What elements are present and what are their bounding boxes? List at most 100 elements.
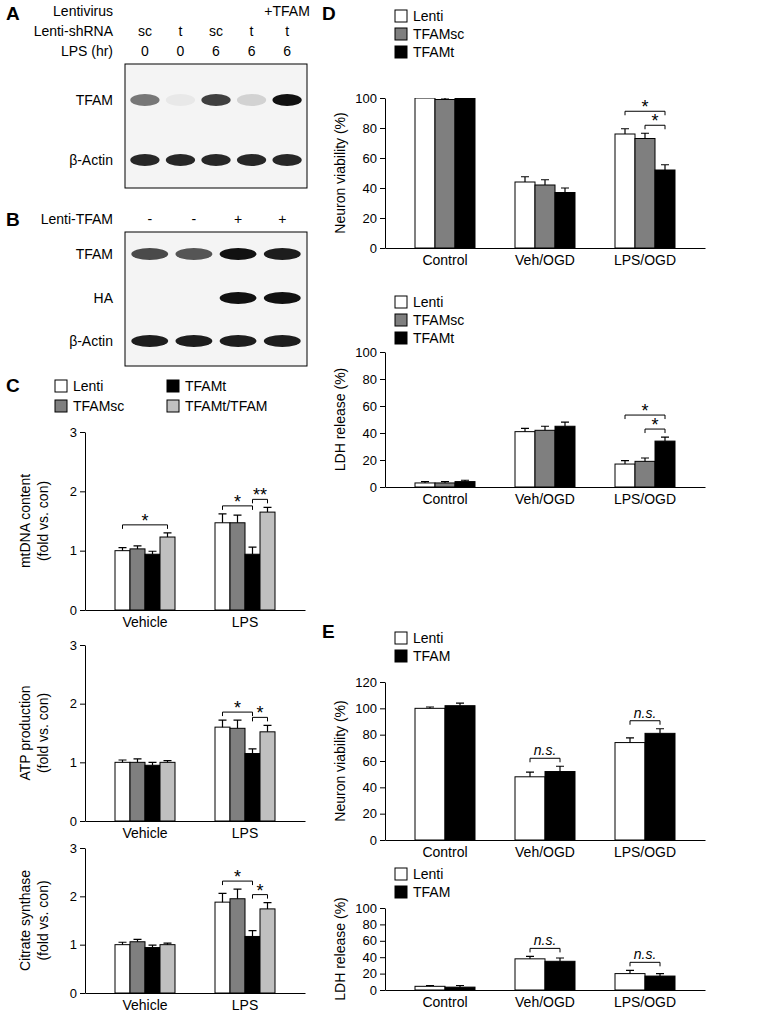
y-tick: 100 (355, 345, 385, 360)
error-bar (661, 437, 669, 441)
legend-swatch (395, 332, 407, 344)
y-axis-line (385, 909, 386, 991)
blot-lane-label: t (179, 23, 183, 39)
bar (130, 549, 145, 610)
y-tick-mark (380, 406, 385, 407)
x-axis-line (86, 993, 306, 994)
y-tick-label: 2 (70, 484, 77, 499)
y-tick: 3 (70, 841, 85, 856)
legend: LentiTFAM (395, 866, 450, 900)
x-tick: Vehicle (122, 610, 167, 630)
y-axis-line (385, 99, 386, 249)
y-axis-line (385, 353, 386, 488)
blot-band (166, 154, 195, 166)
x-tick-label: LPS/OGD (614, 844, 676, 860)
error-bar (621, 461, 629, 464)
y-tick: 100 (355, 91, 385, 106)
significance-label: n.s. (534, 932, 557, 948)
y-axis: 0123 (70, 841, 86, 1001)
blot-header-label: Lenti-TFAM (41, 211, 113, 227)
error-bar (164, 533, 172, 537)
x-tick-label: Veh/OGD (515, 491, 575, 507)
legend-label: TFAMt (413, 330, 454, 346)
panel-label: E (322, 621, 335, 642)
x-axis-line (386, 840, 706, 841)
x-tick: LPS/OGD (614, 487, 676, 507)
y-tick-mark (80, 704, 85, 705)
y-tick-mark (380, 990, 385, 991)
x-axis: VehicleLPS (86, 821, 306, 841)
blot-frame (125, 232, 307, 366)
y-tick-mark (380, 974, 385, 975)
y-axis-title: (fold vs. con) (35, 880, 51, 960)
y-tick-label: 100 (355, 701, 377, 716)
y-tick-label: 1 (70, 937, 77, 952)
y-tick: 0 (370, 833, 385, 848)
x-axis: ControlVeh/OGDLPS/OGD (386, 487, 706, 507)
y-axis: 020406080100 (355, 91, 385, 256)
plot-area (115, 507, 275, 610)
y-tick: 80 (363, 917, 385, 932)
blot-band (264, 248, 301, 260)
bar (145, 948, 160, 993)
blot-lane-label: t (250, 23, 254, 39)
y-axis-title: ATP production (17, 685, 33, 780)
y-tick-label: 0 (370, 241, 377, 256)
plot-area (415, 703, 675, 840)
y-tick-label: 0 (70, 986, 77, 1001)
y-tick: 40 (363, 950, 385, 965)
y-tick-label: 1 (70, 755, 77, 770)
error-bar (234, 720, 242, 728)
x-tick: Vehicle (122, 993, 167, 1013)
bar (115, 551, 130, 610)
x-tick-label: Veh/OGD (515, 252, 575, 268)
legend: LentiTFAMscTFAMtTFAMt/TFAM (55, 378, 267, 414)
legend-swatch (395, 650, 407, 662)
significance-label: * (641, 401, 648, 421)
y-axis-line (85, 433, 86, 611)
error-bar (641, 458, 649, 461)
y-tick: 3 (70, 638, 85, 653)
blot-lane-label: + (278, 211, 286, 227)
x-tick: LPS/OGD (614, 840, 676, 860)
y-axis: 0123 (70, 638, 86, 829)
legend-item: Lenti (395, 8, 443, 24)
y-tick-label: 60 (363, 933, 377, 948)
y-tick-mark (380, 379, 385, 380)
blot-band (272, 94, 301, 106)
y-tick-label: 100 (355, 901, 377, 916)
blot-band (175, 335, 212, 347)
error-bar (461, 480, 469, 481)
error-bar (561, 188, 569, 193)
blot-band (237, 154, 266, 166)
y-tick-mark (380, 814, 385, 815)
legend-item: TFAMt (167, 378, 226, 394)
significance-label: ** (253, 485, 267, 505)
y-tick-mark (380, 708, 385, 709)
blot-lane-label: sc (209, 23, 223, 39)
bar (115, 762, 130, 821)
x-tick-label: LPS/OGD (614, 994, 676, 1010)
y-tick-mark (80, 821, 85, 822)
significance-label: * (651, 111, 658, 131)
plot-area (415, 98, 675, 248)
bar (130, 942, 145, 993)
x-tick-label: LPS/OGD (614, 491, 676, 507)
blot-band (130, 154, 159, 166)
error-bar (119, 760, 127, 762)
y-tick-mark (380, 218, 385, 219)
error-bar (134, 546, 142, 549)
blot-lane-label: t (285, 23, 289, 39)
blot-row-label: β-Actin (69, 152, 113, 168)
blot-lane-label: - (192, 211, 197, 227)
error-bar (149, 945, 157, 947)
x-tick: Vehicle (122, 821, 167, 841)
bar-chart: 0123VehicleLPSCitrate synthase(fold vs. … (17, 841, 306, 1013)
y-tick: 20 (363, 453, 385, 468)
x-tick-label: Control (422, 844, 467, 860)
error-bar (541, 180, 549, 185)
legend-swatch (395, 296, 407, 308)
panel-label: C (6, 375, 20, 396)
blot-lane-label: 6 (212, 43, 220, 59)
y-tick-label: 0 (70, 814, 77, 829)
